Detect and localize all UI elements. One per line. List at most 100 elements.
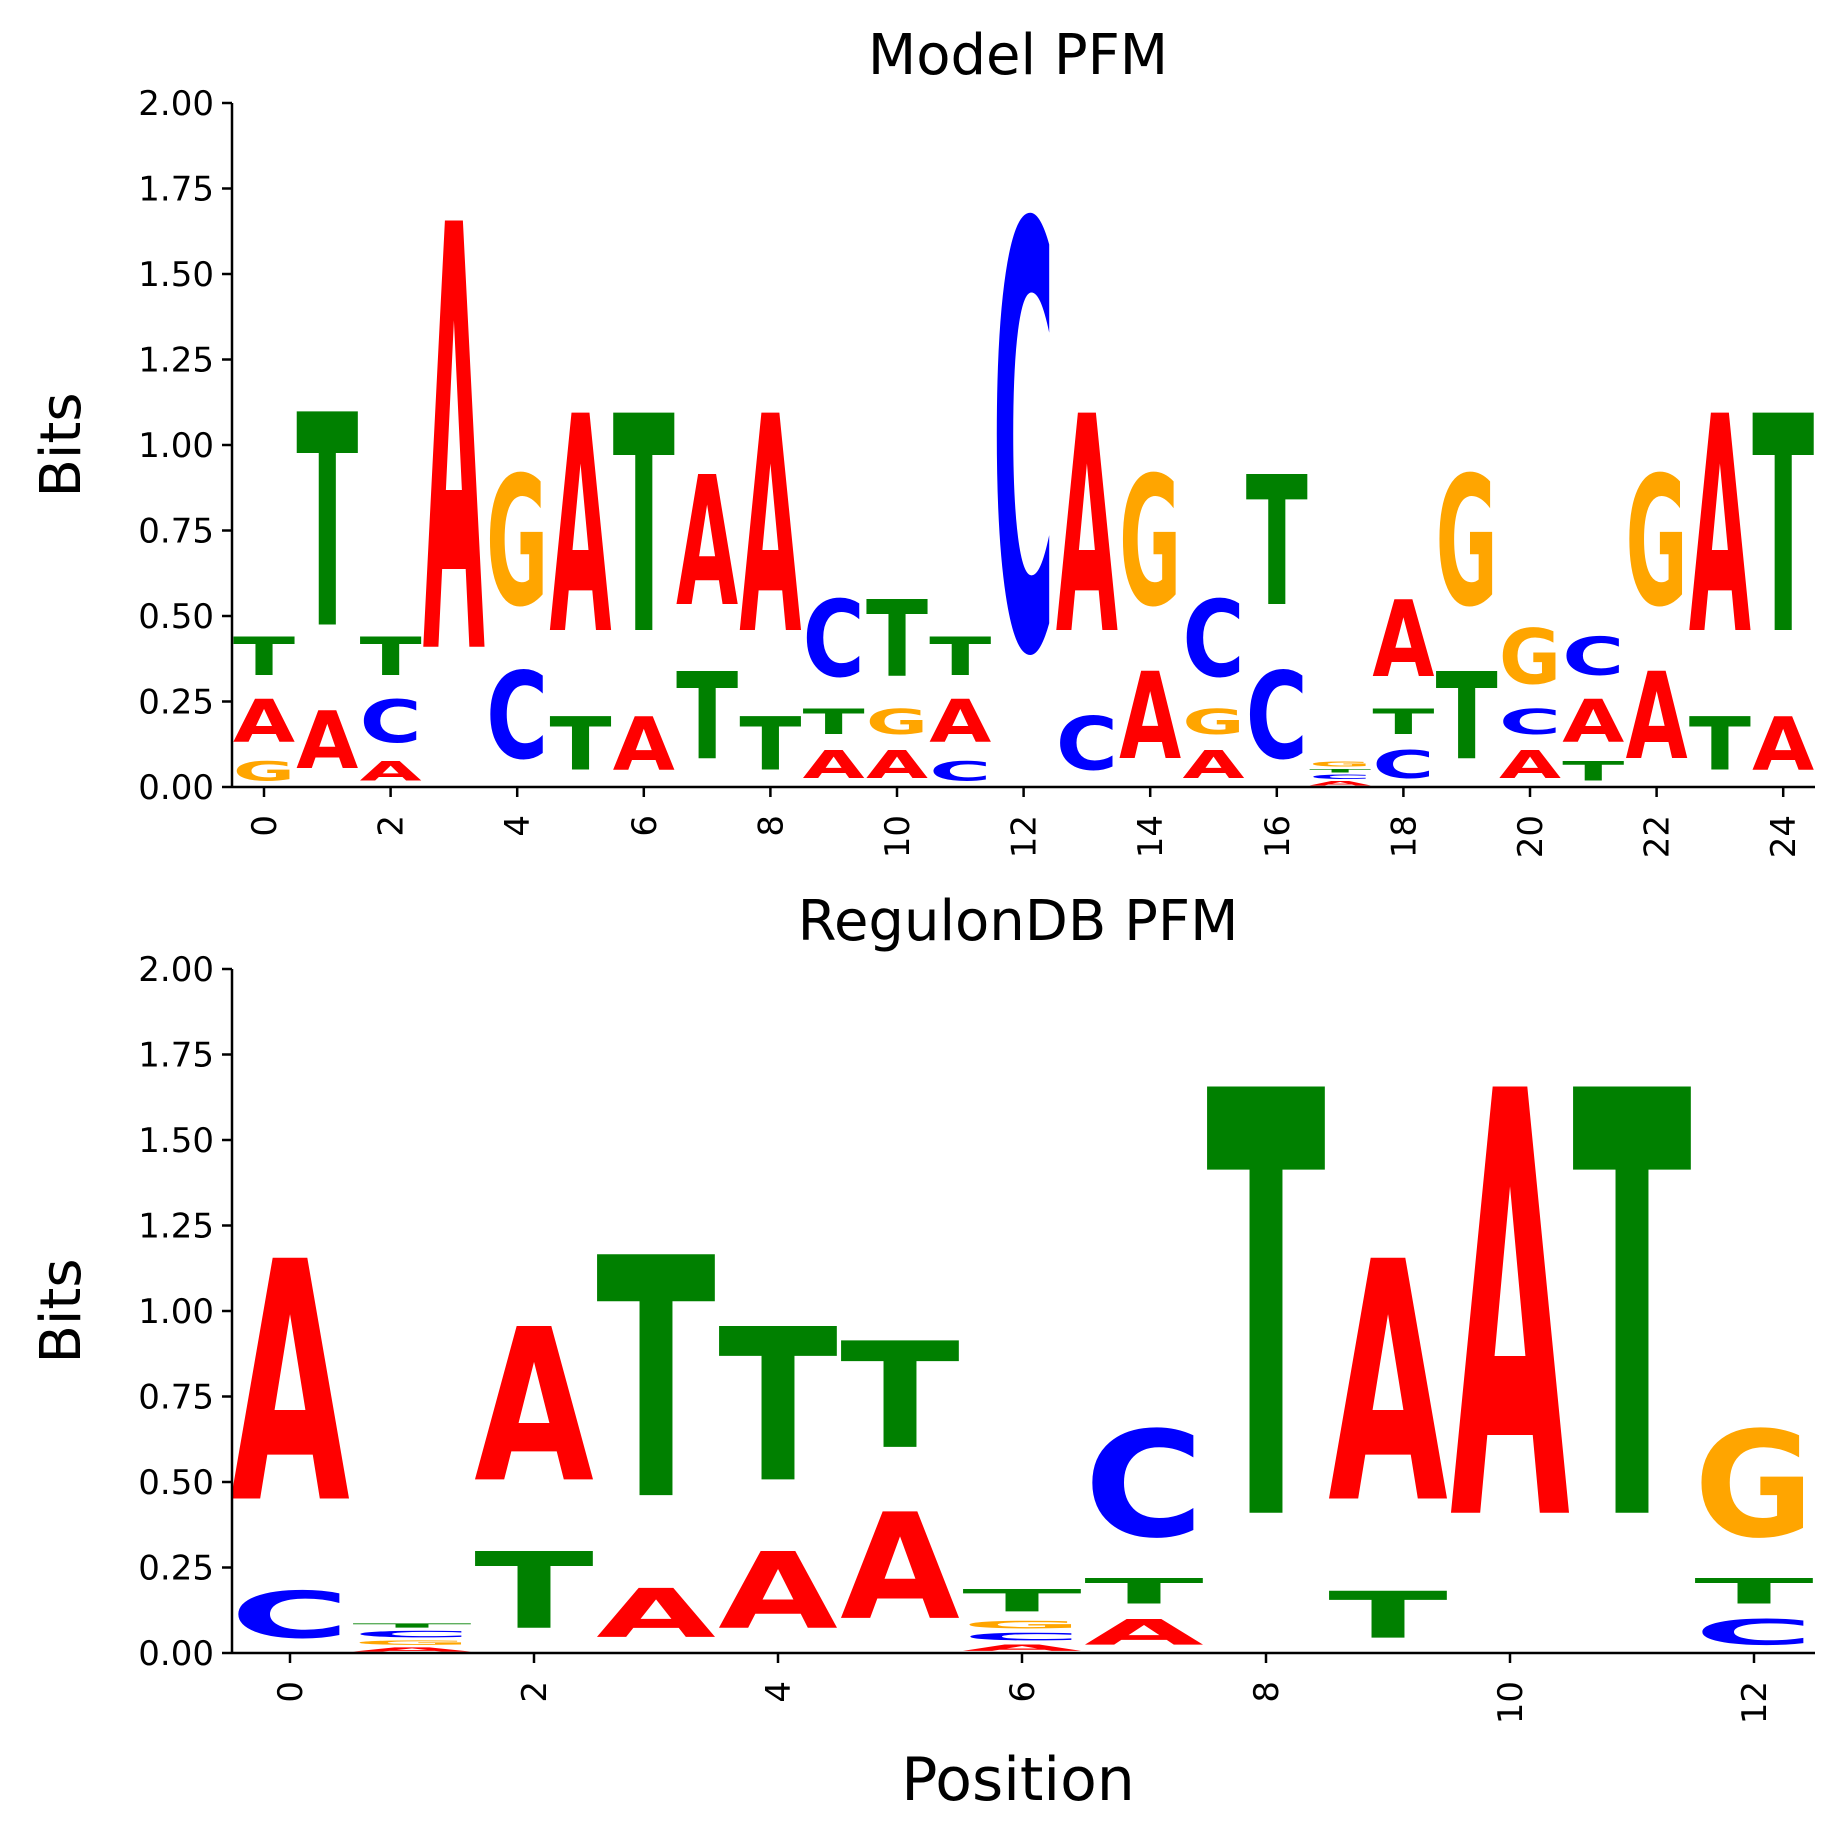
logo-letter-T-pos23: T (1689, 702, 1751, 787)
logo-letter-A-pos0: A (233, 688, 295, 756)
x-tick-label: 6 (625, 815, 665, 837)
logo-letter-G-pos17: G (1309, 760, 1371, 769)
logo-letter-C-pos7: C (1084, 1401, 1204, 1571)
x-tick-label: 22 (1638, 815, 1678, 858)
logo-letter-A-pos9: A (1328, 1192, 1449, 1576)
y-tick-label: 0.25 (138, 683, 214, 723)
logo-letter-C-pos6: C (962, 1631, 1082, 1643)
y-tick-label: 0.00 (138, 1634, 214, 1674)
logo-letter-A-pos3: A (423, 106, 486, 786)
logo-letter-A-pos1: A (352, 1646, 472, 1653)
logo-letter-A-pos13: A (1056, 354, 1118, 701)
logo-letter-A-pos8: A (739, 354, 801, 701)
x-tick-label: 0 (271, 1681, 311, 1703)
logo-letter-T-pos7: T (1084, 1571, 1204, 1612)
x-tick-label: 24 (1764, 815, 1804, 858)
x-tick-label: 8 (1247, 1681, 1287, 1703)
logo-letter-A-pos4: A (718, 1531, 838, 1654)
x-tick-label: 16 (1258, 815, 1298, 858)
logo-letter-G-pos0: G (233, 757, 295, 788)
y-tick-label: 0.00 (138, 768, 214, 808)
logo-letter-C-pos17: C (1309, 773, 1371, 780)
y-tick-label: 1.25 (138, 1207, 214, 1247)
logo-letter-C-pos4: C (486, 648, 548, 787)
model-pfm-axes: 0.000.250.500.751.001.251.501.752.000 2 4 6… (138, 84, 1815, 858)
x-tick-label: 20 (1511, 815, 1551, 858)
logo-letter-T-pos24: T (1752, 353, 1814, 701)
x-tick-label: 12 (1005, 815, 1045, 858)
logo-letter-T-pos9: T (1328, 1578, 1448, 1653)
y-tick-label: 1.00 (138, 426, 214, 466)
logo-letter-T-pos6: T (613, 353, 675, 701)
x-tick-label: 2 (372, 815, 412, 837)
logo-letter-A-pos14: A (1119, 648, 1181, 788)
logo-letter-A-pos6: A (962, 1643, 1082, 1653)
logo-letter-A-pos17: A (1309, 780, 1371, 787)
logo-letter-T-pos2: T (360, 626, 422, 688)
logo-letter-A-pos0: A (230, 1192, 351, 1576)
logo-letter-G-pos22: G (1626, 440, 1688, 647)
y-tick-label: 1.75 (138, 170, 214, 210)
logo-letter-G-pos20: G (1499, 613, 1561, 701)
logo-letter-A-pos21: A (1562, 688, 1624, 756)
y-tick-label: 1.50 (138, 255, 214, 295)
x-tick-label: 18 (1384, 815, 1424, 858)
logo-letter-T-pos4: T (718, 1284, 838, 1530)
logo-letter-T-pos18: T (1372, 702, 1434, 743)
logo-letter-T-pos11: T (1572, 969, 1692, 1650)
logo-letter-T-pos5: T (549, 702, 611, 787)
logo-letter-G-pos15: G (1182, 701, 1244, 742)
logo-letter-C-pos16: C (1246, 648, 1308, 787)
logo-letter-C-pos2: C (360, 689, 422, 757)
x-tick-label: 8 (751, 815, 791, 837)
y-tick-label: 2.00 (138, 950, 214, 990)
logo-letter-A-pos6: A (613, 703, 675, 788)
logo-letter-G-pos19: G (1436, 440, 1498, 647)
logo-letter-G-pos12: G (1694, 1402, 1814, 1571)
x-tick-label: 4 (498, 815, 538, 837)
logo-letter-C-pos18: C (1372, 743, 1434, 787)
logo-letter-A-pos3: A (596, 1575, 716, 1653)
logo-letter-G-pos4: G (486, 440, 548, 647)
y-tick-label: 2.00 (138, 84, 214, 124)
x-tick-label: 12 (1735, 1681, 1775, 1724)
logo-letter-A-pos2: A (360, 757, 422, 787)
logo-letter-A-pos10: A (866, 743, 929, 787)
logo-letter-C-pos1: C (352, 1629, 472, 1639)
logo-letter-A-pos7: A (676, 439, 738, 647)
x-tick-label: 2 (515, 1681, 555, 1703)
logo-letter-A-pos5: A (840, 1483, 960, 1653)
logo-letter-T-pos10: T (866, 580, 928, 702)
logo-letter-A-pos20: A (1499, 743, 1562, 787)
y-tick-label: 0.75 (138, 1378, 214, 1418)
logo-letter-C-pos12: C (1694, 1612, 1814, 1653)
regulondb-pfm-title: RegulonDB PFM (798, 889, 1239, 954)
model-pfm-y-axis-label: Bits (29, 392, 94, 497)
logo-letter-A-pos11: A (929, 688, 991, 756)
regulondb-pfm-y-axis-label: Bits (29, 1258, 94, 1363)
logo-letter-T-pos0: T (233, 626, 295, 688)
logo-letter-A-pos23: A (1689, 354, 1751, 701)
logo-letter-G-pos14: G (1119, 440, 1181, 647)
logo-letter-A-pos10: A (1450, 970, 1571, 1651)
logo-letter-C-pos13: C (1056, 702, 1118, 787)
x-tick-label: 10 (1491, 1681, 1531, 1724)
x-tick-label: 10 (878, 815, 918, 858)
x-axis-label: Position (901, 1745, 1135, 1815)
regulondb-pfm-axes: 0.00 0.25 0.50 0.75 1.00 1.25 1.50 1.75 2.00 0 2 4 6… (138, 950, 1815, 1724)
logo-letter-A-pos2: A (474, 1284, 594, 1529)
logo-letter-C-pos9: C (803, 578, 865, 701)
logo-letter-C-pos21: C (1562, 627, 1624, 688)
logo-letter-T-pos17: T (1309, 768, 1371, 773)
logo-letter-C-pos0: C (230, 1578, 350, 1653)
logo-letter-T-pos8: T (739, 702, 801, 787)
logo-letter-T-pos8: T (1206, 969, 1326, 1650)
logo-letter-A-pos22: A (1626, 648, 1688, 788)
logo-letter-T-pos6: T (962, 1583, 1082, 1619)
logo-letter-T-pos9: T (803, 702, 865, 743)
